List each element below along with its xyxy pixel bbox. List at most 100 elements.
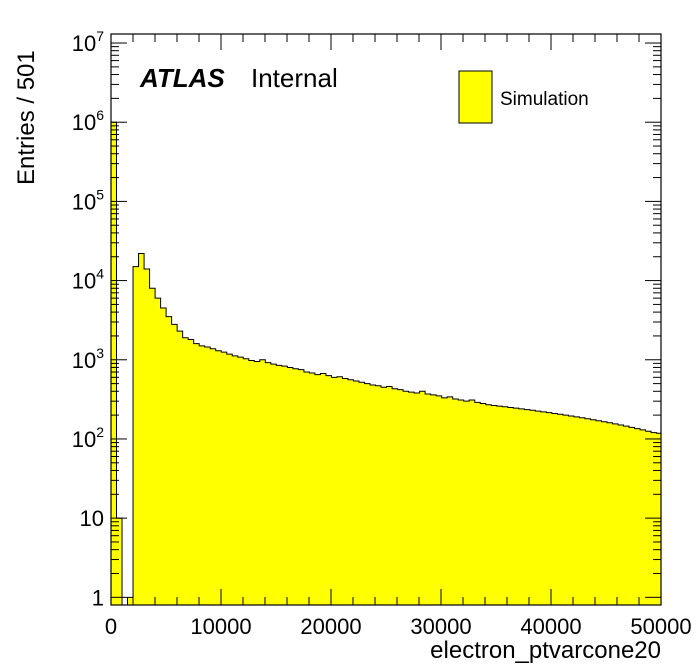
histogram-bin: [441, 397, 448, 605]
y-tick-label: 105: [72, 186, 104, 214]
histogram-bin: [171, 324, 178, 605]
histogram-bars: [110, 121, 662, 606]
histogram-bin: [590, 419, 597, 605]
histogram-bin: [392, 388, 398, 605]
histogram-bin: [381, 387, 387, 605]
histogram-bin: [640, 429, 646, 605]
histogram-bin: [546, 412, 553, 605]
histogram-bin: [414, 393, 421, 605]
histogram-bin: [347, 379, 354, 605]
x-tick-label: 0: [105, 614, 117, 639]
histogram-bin: [166, 316, 173, 605]
histogram-bin: [601, 421, 608, 605]
histogram-bin: [375, 385, 382, 605]
histogram-bin: [397, 389, 404, 605]
y-tick-label: 104: [72, 266, 104, 294]
histogram-bin: [634, 428, 641, 605]
y-tick-label: 1: [92, 585, 104, 610]
histogram-bin: [182, 337, 189, 605]
histogram-bin: [232, 355, 239, 605]
histogram-bin: [485, 404, 492, 605]
y-tick-label: 107: [72, 28, 104, 56]
histogram-bin: [188, 339, 195, 605]
histogram-bin: [127, 597, 134, 605]
histogram-bin: [463, 401, 470, 605]
histogram-bin: [353, 380, 360, 605]
histogram-bin: [177, 331, 184, 605]
histogram-bin: [403, 391, 409, 605]
histogram-bin: [656, 433, 662, 605]
histogram-bin: [259, 359, 266, 605]
histogram-bin: [623, 426, 630, 605]
histogram-bin: [364, 383, 371, 605]
histogram-bin: [314, 374, 321, 605]
histogram-bin: [529, 410, 536, 605]
histogram-bin: [133, 266, 139, 605]
histogram-bin: [287, 367, 294, 605]
histogram-bin: [496, 406, 503, 605]
plot-frame: [110, 33, 662, 606]
histogram-bin: [651, 432, 657, 605]
histogram-bin: [265, 362, 272, 605]
histogram-bin: [243, 358, 250, 605]
histogram-bin: [491, 405, 498, 605]
y-axis-title: Entries / 501: [13, 50, 40, 185]
legend-label-simulation: Simulation: [500, 89, 589, 110]
histogram-bin: [618, 425, 624, 605]
histogram-bin: [513, 408, 520, 605]
histogram-bin: [248, 360, 255, 605]
x-tick-label: 10000: [190, 614, 251, 639]
histogram-bin: [573, 416, 580, 605]
histogram-bin: [336, 376, 343, 605]
histogram-bin: [535, 411, 542, 605]
histogram-bin: [138, 253, 145, 605]
legend: Simulation: [458, 70, 589, 124]
histogram-bin: [458, 400, 465, 605]
histogram-bin: [502, 406, 509, 605]
histogram-bin: [408, 392, 415, 605]
histogram-bin: [254, 361, 261, 605]
histogram-bin: [474, 402, 481, 605]
histogram-bin: [436, 395, 443, 605]
histogram-bin: [309, 373, 316, 605]
histogram-bin: [447, 396, 454, 605]
atlas-label: ATLAS: [139, 63, 225, 93]
histogram-bin: [425, 393, 432, 605]
histogram-bin: [155, 298, 161, 605]
histogram-bin: [540, 411, 547, 605]
histogram-bin: [270, 364, 277, 605]
histogram-bin: [215, 350, 222, 605]
histogram-bin: [116, 518, 123, 605]
histogram-bin: [359, 382, 365, 605]
histogram-bin: [386, 386, 393, 605]
histogram-bin: [584, 418, 591, 605]
histogram-bin: [144, 269, 150, 605]
histogram-bin: [160, 308, 167, 605]
histogram-bin: [298, 369, 305, 605]
histogram-bin: [579, 417, 586, 605]
histogram-bin: [452, 398, 459, 605]
x-tick-label: 20000: [300, 614, 361, 639]
histogram-bin: [524, 409, 531, 605]
histogram-bin: [199, 345, 206, 605]
y-tick-labels: 1 10 102 103 104 105 106 107: [72, 28, 104, 610]
histogram-bin: [303, 372, 310, 605]
histogram-bin: [568, 415, 575, 605]
histogram-bin: [480, 403, 487, 605]
histogram-bin: [292, 368, 299, 605]
histogram-bin: [149, 288, 156, 605]
histogram-bin: [331, 377, 338, 605]
histogram-bin: [419, 391, 426, 605]
internal-label: Internal: [251, 63, 338, 93]
histogram-bin: [370, 385, 376, 605]
axis-ticks: [110, 34, 662, 605]
histogram-bin: [518, 408, 525, 605]
histogram-bin: [204, 346, 211, 605]
histogram-bin: [325, 375, 332, 605]
histogram-bin: [276, 365, 283, 605]
y-tick-label: 102: [72, 424, 104, 452]
histogram-bin: [595, 420, 602, 605]
histogram-bin: [557, 414, 564, 605]
histogram-outline: [110, 121, 661, 606]
